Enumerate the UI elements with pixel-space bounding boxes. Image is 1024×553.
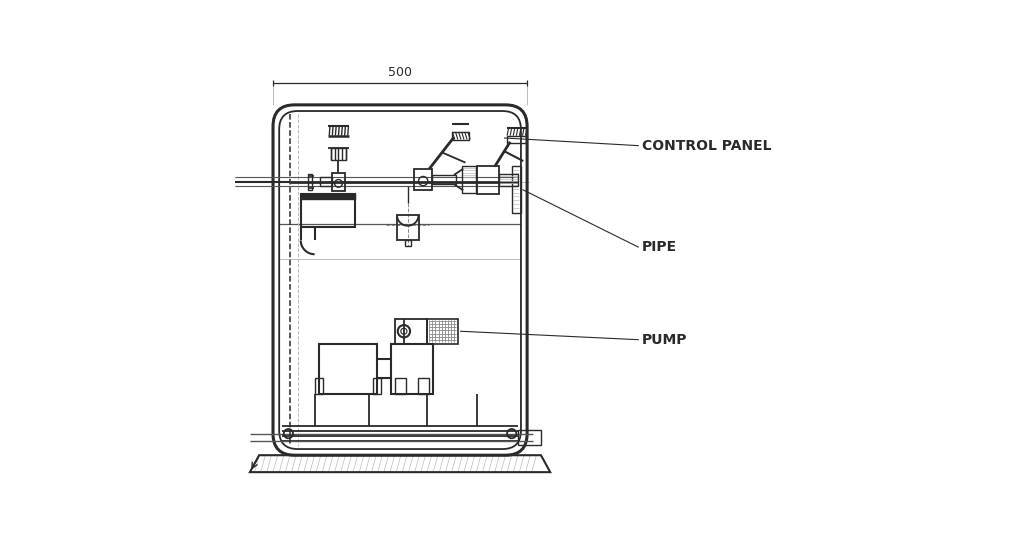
Bar (418, 378, 429, 394)
Bar (512, 166, 521, 213)
Bar (394, 378, 407, 394)
Bar (427, 319, 458, 343)
Bar (301, 194, 354, 227)
Bar (499, 174, 518, 186)
Bar (331, 148, 346, 160)
Bar (453, 132, 469, 139)
Bar (319, 178, 332, 186)
Bar (404, 239, 411, 246)
Bar (507, 135, 526, 143)
Bar (432, 175, 456, 184)
Bar (394, 319, 427, 343)
Bar (518, 430, 541, 445)
Bar (315, 378, 323, 394)
Bar (462, 166, 475, 194)
Bar (373, 378, 381, 394)
Bar (414, 169, 432, 190)
Text: 500: 500 (388, 66, 412, 80)
Text: PIPE: PIPE (642, 241, 677, 254)
Bar (319, 343, 377, 394)
Text: PUMP: PUMP (642, 333, 687, 347)
Bar (307, 174, 312, 190)
Bar (477, 166, 499, 194)
Bar (391, 343, 433, 394)
Text: CONTROL PANEL: CONTROL PANEL (642, 139, 771, 153)
Bar (332, 173, 345, 191)
Bar (397, 215, 419, 239)
